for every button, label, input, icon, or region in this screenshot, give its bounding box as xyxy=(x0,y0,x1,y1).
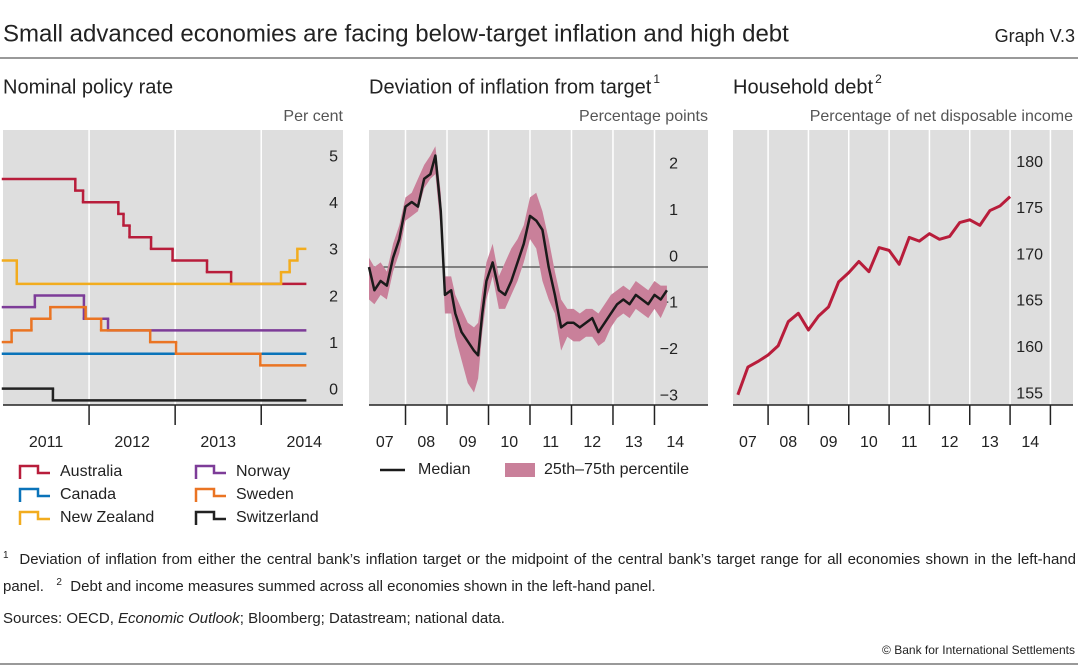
y-tick-label: 180 xyxy=(1016,154,1043,171)
legend-label: Australia xyxy=(60,463,122,480)
y-tick-label: 165 xyxy=(1016,293,1043,310)
legend-label: Switzerland xyxy=(236,509,319,526)
x-tick-label: 10 xyxy=(500,434,518,451)
legend-label: New Zealand xyxy=(60,509,154,526)
panel-title: Nominal policy rate xyxy=(3,76,173,98)
y-tick-label: 170 xyxy=(1016,246,1043,263)
legend-label: 25th–75th percentile xyxy=(544,461,689,478)
y-tick-label: 1 xyxy=(329,335,338,352)
footnote-marker: 2 xyxy=(56,577,62,588)
x-tick-label: 10 xyxy=(860,434,878,451)
copyright: © Bank for International Settlements xyxy=(882,643,1075,657)
x-tick-label: 2012 xyxy=(114,434,150,451)
axis-unit: Percentage points xyxy=(579,108,708,125)
x-tick-label: 12 xyxy=(941,434,959,451)
y-tick-label: 175 xyxy=(1016,200,1043,217)
notes: 1 Deviation of inflation from either the… xyxy=(3,544,1076,639)
sources-text: Sources: OECD, xyxy=(3,610,119,627)
axis-unit: Percentage of net disposable income xyxy=(810,108,1073,125)
footnote-marker: 1 xyxy=(3,550,9,561)
sources: Sources: OECD, Economic Outlook; Bloombe… xyxy=(3,607,1076,630)
legend-label: Canada xyxy=(60,486,116,503)
x-tick-label: 2011 xyxy=(29,434,64,451)
x-tick-label: 11 xyxy=(542,434,559,451)
y-tick-label: 0 xyxy=(329,382,338,399)
x-tick-label: 14 xyxy=(1021,434,1039,451)
plot-background xyxy=(3,130,343,405)
legend-swatch xyxy=(505,463,535,477)
x-tick-label: 14 xyxy=(666,434,684,451)
footnotes: 1 Deviation of inflation from either the… xyxy=(3,544,1076,598)
legend-swatch xyxy=(18,464,50,479)
legend-label: Median xyxy=(418,461,470,478)
x-tick-label: 09 xyxy=(820,434,838,451)
legend-swatch xyxy=(194,487,226,502)
title-note: 1 xyxy=(653,72,660,86)
line xyxy=(736,195,1012,396)
axis-unit: Per cent xyxy=(283,108,343,125)
x-tick-label: 13 xyxy=(981,434,999,451)
plot-background xyxy=(733,130,1073,405)
title-note: 2 xyxy=(875,72,882,86)
footnote: Deviation of inflation from either the c… xyxy=(3,551,1076,595)
panel-title: Household debt xyxy=(733,76,874,98)
legend-swatch xyxy=(18,510,50,525)
band xyxy=(369,146,667,393)
y-tick-label: −2 xyxy=(660,341,678,358)
y-tick-label: 5 xyxy=(329,149,338,166)
sources-text: ; Bloomberg; Datastream; national data. xyxy=(239,610,505,627)
y-tick-label: 0 xyxy=(669,248,678,265)
panel-title: Deviation of inflation from target xyxy=(369,76,652,98)
x-tick-label: 08 xyxy=(779,434,797,451)
x-tick-label: 07 xyxy=(376,434,394,451)
y-tick-label: 2 xyxy=(669,155,678,172)
x-tick-label: 11 xyxy=(901,434,918,451)
x-tick-label: 08 xyxy=(417,434,435,451)
graph-label: Graph V.3 xyxy=(995,26,1075,46)
x-tick-label: 2014 xyxy=(286,434,322,451)
y-tick-label: 2 xyxy=(329,288,338,305)
x-tick-label: 07 xyxy=(739,434,757,451)
legend-swatch xyxy=(194,464,226,479)
y-tick-label: 155 xyxy=(1016,385,1043,402)
footnote: Debt and income measures summed across a… xyxy=(70,578,656,595)
y-tick-label: 160 xyxy=(1016,339,1043,356)
y-tick-label: 3 xyxy=(329,242,338,259)
sources-text: Economic Outlook xyxy=(118,610,240,627)
legend-swatch xyxy=(194,510,226,525)
x-tick-label: 12 xyxy=(583,434,601,451)
y-tick-label: 4 xyxy=(329,195,338,212)
x-tick-label: 13 xyxy=(625,434,643,451)
x-tick-label: 09 xyxy=(459,434,477,451)
x-tick-label: 2013 xyxy=(200,434,236,451)
legend-swatch xyxy=(18,487,50,502)
legend-label: Sweden xyxy=(236,486,294,503)
y-tick-label: −3 xyxy=(660,388,678,405)
line xyxy=(367,154,668,357)
y-tick-label: 1 xyxy=(669,202,678,219)
legend-label: Norway xyxy=(236,463,290,480)
chart-title: Small advanced economies are facing belo… xyxy=(3,20,789,47)
